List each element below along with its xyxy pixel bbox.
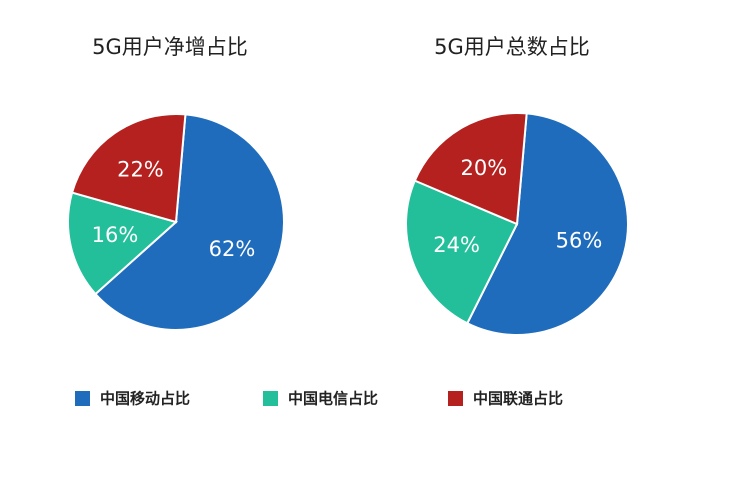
data-label: 22% [117,157,164,181]
legend-swatch [448,391,463,406]
legend-swatch [263,391,278,406]
pie-slice [70,113,187,224]
legend-label: 中国移动占比 [100,390,190,408]
chart-title: 5G用户净增占比 [92,35,248,59]
data-label: 16% [92,223,139,247]
pie-slice [94,113,285,331]
chart-title: 5G用户总数占比 [434,35,590,59]
pie-slice [465,112,629,336]
pie-slice [67,191,179,296]
legend-label: 中国电信占比 [288,390,378,408]
legend-label: 中国联通占比 [473,390,563,408]
data-label: 24% [433,233,480,257]
legend-swatch [75,391,90,406]
pie-slice [413,112,528,226]
data-label: 20% [460,156,507,180]
data-label: 62% [209,237,256,261]
data-label: 56% [556,229,603,253]
pie-slice [405,179,519,325]
